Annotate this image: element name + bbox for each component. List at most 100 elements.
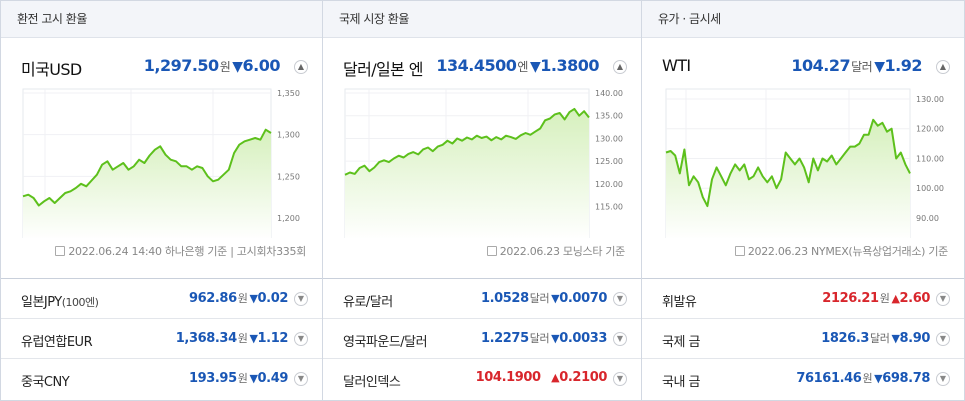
- list-item[interactable]: 유럽연합EUR 1,368.34원 ▼1.12 ▼: [1, 319, 322, 359]
- down-arrow-icon: ▼: [529, 59, 541, 75]
- series-area: [345, 108, 589, 238]
- main-change: 6.00: [242, 56, 281, 75]
- data-source: 2022.06.23 NYMEX(뉴욕상업거래소) 기준: [734, 243, 948, 259]
- main-unit: 원: [219, 60, 231, 74]
- down-arrow-icon: ▼: [891, 332, 900, 345]
- quote-list: 휘발유 2126.21원 ▲2.60 ▼ 국제 금 1826.3달러 ▼8.90 ▼…: [642, 279, 964, 399]
- item-value: 2126.21원 ▲2.60: [822, 291, 930, 306]
- main-change: 1.3800: [540, 56, 599, 75]
- main-quote-name[interactable]: 미국USD: [21, 60, 82, 79]
- item-name: 달러인덱스: [343, 375, 401, 390]
- item-name: 국내 금: [662, 375, 701, 390]
- collapse-up-icon[interactable]: ▲: [294, 60, 308, 74]
- source-text: 2022.06.24 14:40 하나은행 기준 | 고시회차335회: [68, 245, 306, 258]
- y-tick-label: 1,350: [277, 89, 300, 98]
- item-value: 1.0528달러 ▼0.0070: [480, 291, 607, 306]
- panel-header[interactable]: 환전 고시 환율: [1, 1, 322, 38]
- main-quote-value: 134.4500엔 ▼1.3800: [436, 56, 599, 75]
- item-name: 휘발유: [662, 295, 697, 310]
- y-tick-label: 1,250: [277, 172, 300, 181]
- expand-down-icon[interactable]: ▼: [613, 332, 627, 346]
- panel-header[interactable]: 국제 시장 환율: [323, 1, 641, 38]
- price-chart: 140.00135.00130.00125.00120.00115.0004/0…: [344, 88, 623, 238]
- item-value: 104.1900 ▲0.2100: [475, 370, 608, 385]
- item-name: 유로/달러: [343, 295, 393, 310]
- quote-list: 유로/달러 1.0528달러 ▼0.0070 ▼ 영국파운드/달러 1.2275달…: [323, 279, 641, 399]
- series-area: [666, 119, 910, 238]
- item-value: 1.2275달러 ▼0.0033: [480, 331, 607, 346]
- y-tick-label: 90.00: [916, 214, 939, 223]
- item-value: 193.95원 ▼0.49: [188, 371, 288, 386]
- main-price: 1,297.50: [143, 56, 219, 75]
- document-icon: [55, 246, 66, 256]
- expand-down-icon[interactable]: ▼: [936, 372, 950, 386]
- y-tick-label: 100.00: [916, 184, 944, 193]
- main-quote-name[interactable]: WTI: [662, 56, 691, 75]
- document-icon: [486, 246, 497, 256]
- main-change: 1.92: [884, 56, 923, 75]
- main-unit: 달러: [851, 60, 873, 74]
- list-item[interactable]: 영국파운드/달러 1.2275달러 ▼0.0033 ▼: [323, 319, 641, 359]
- up-arrow-icon: ▲: [891, 292, 900, 305]
- main-quote-name[interactable]: 달러/일본 엔: [343, 60, 423, 79]
- main-quote: WTI 104.27달러 ▼1.92 ▲ 130.00 120.00 110.00 10…: [642, 38, 964, 279]
- y-tick-label: 135.00: [595, 112, 623, 121]
- item-value: 1826.3달러 ▼8.90: [821, 331, 930, 346]
- list-item[interactable]: 일본JPY(100엔) 962.86원 ▼0.02 ▼: [1, 279, 322, 319]
- item-value: 962.86원 ▼0.02: [188, 291, 288, 306]
- document-icon: [734, 246, 745, 256]
- collapse-up-icon[interactable]: ▲: [613, 60, 627, 74]
- series-line: [22, 128, 272, 207]
- expand-down-icon[interactable]: ▼: [294, 332, 308, 346]
- y-tick-label: 115.00: [595, 203, 623, 212]
- y-tick-label: 130.00: [595, 134, 623, 143]
- series-area: [23, 129, 271, 238]
- quote-list: 일본JPY(100엔) 962.86원 ▼0.02 ▼ 유럽연합EUR 1,368…: [1, 279, 322, 399]
- down-arrow-icon: ▼: [874, 59, 885, 75]
- main-price: 134.4500: [436, 56, 517, 75]
- up-arrow-icon: ▲: [551, 371, 560, 384]
- down-arrow-icon: ▼: [551, 332, 560, 345]
- panel-header[interactable]: 유가 · 금시세: [642, 1, 964, 38]
- price-chart: 130.00120.00110.00100.0090.0004/0105/020…: [665, 88, 944, 238]
- expand-down-icon[interactable]: ▼: [936, 292, 950, 306]
- list-item[interactable]: 국내 금 76161.46원 ▼698.78 ▼: [642, 359, 964, 399]
- expand-down-icon[interactable]: ▼: [613, 372, 627, 386]
- down-arrow-icon: ▼: [874, 372, 883, 385]
- list-item[interactable]: 국제 금 1826.3달러 ▼8.90 ▼: [642, 319, 964, 359]
- expand-down-icon[interactable]: ▼: [613, 292, 627, 306]
- list-item[interactable]: 휘발유 2126.21원 ▲2.60 ▼: [642, 279, 964, 319]
- down-arrow-icon: ▼: [249, 292, 258, 305]
- item-name: 유럽연합EUR: [21, 335, 93, 350]
- item-name: 일본JPY(100엔): [21, 295, 99, 310]
- y-tick-label: 1,200: [277, 214, 300, 223]
- y-tick-label: 120.00: [916, 125, 944, 134]
- y-tick-label: 1,300: [277, 131, 300, 140]
- item-value: 76161.46원 ▼698.78: [796, 371, 930, 386]
- down-arrow-icon: ▼: [249, 372, 258, 385]
- down-arrow-icon: ▼: [551, 292, 560, 305]
- expand-down-icon[interactable]: ▼: [936, 332, 950, 346]
- down-arrow-icon: ▼: [249, 332, 258, 345]
- list-item[interactable]: 중국CNY 193.95원 ▼0.49 ▼: [1, 359, 322, 399]
- item-name: 영국파운드/달러: [343, 335, 428, 350]
- expand-down-icon[interactable]: ▼: [294, 292, 308, 306]
- down-arrow-icon: ▼: [232, 59, 243, 75]
- data-source: 2022.06.23 모닝스타 기준: [486, 243, 626, 259]
- collapse-up-icon[interactable]: ▲: [936, 60, 950, 74]
- y-tick-label: 140.00: [595, 89, 623, 98]
- list-item[interactable]: 달러인덱스 104.1900 ▲0.2100 ▼: [323, 359, 641, 399]
- source-text: 2022.06.23 모닝스타 기준: [499, 245, 626, 258]
- panel-international-fx: 국제 시장 환율 달러/일본 엔 134.4500엔 ▼1.3800 ▲ 140.…: [323, 1, 642, 400]
- y-tick-label: 130.00: [916, 95, 944, 104]
- series-line: [665, 118, 911, 208]
- list-item[interactable]: 유로/달러 1.0528달러 ▼0.0070 ▼: [323, 279, 641, 319]
- y-tick-label: 120.00: [595, 180, 623, 189]
- expand-down-icon[interactable]: ▼: [294, 372, 308, 386]
- series-line: [344, 107, 590, 176]
- data-source: 2022.06.24 14:40 하나은행 기준 | 고시회차335회: [55, 243, 306, 259]
- item-value: 1,368.34원 ▼1.12: [175, 331, 289, 346]
- main-unit: 엔: [517, 60, 528, 74]
